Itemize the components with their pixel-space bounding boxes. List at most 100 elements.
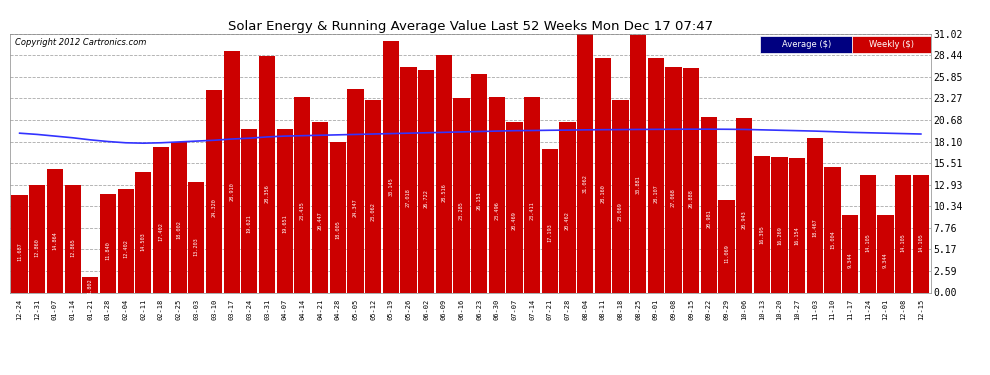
- Text: 30.881: 30.881: [636, 175, 641, 194]
- Bar: [736, 118, 752, 292]
- Bar: [330, 142, 346, 292]
- Bar: [64, 185, 81, 292]
- Text: 12.402: 12.402: [123, 240, 128, 258]
- Text: 14.105: 14.105: [919, 234, 924, 252]
- Text: 17.193: 17.193: [547, 223, 552, 242]
- Bar: [365, 100, 381, 292]
- Text: 28.910: 28.910: [229, 182, 235, 201]
- Bar: [613, 100, 629, 292]
- Text: 14.105: 14.105: [901, 234, 906, 252]
- Text: 24.320: 24.320: [212, 198, 217, 217]
- Text: 13.203: 13.203: [194, 237, 199, 256]
- Bar: [242, 129, 257, 292]
- Text: 11.840: 11.840: [106, 242, 111, 260]
- Bar: [524, 97, 541, 292]
- Text: 18.467: 18.467: [813, 218, 818, 237]
- Bar: [807, 138, 823, 292]
- Bar: [701, 117, 717, 292]
- FancyBboxPatch shape: [760, 36, 852, 53]
- Bar: [418, 70, 435, 292]
- Bar: [29, 185, 46, 292]
- Bar: [276, 129, 293, 292]
- Text: 20.469: 20.469: [512, 211, 517, 230]
- Text: 11.687: 11.687: [17, 242, 22, 261]
- Text: 17.402: 17.402: [158, 222, 163, 241]
- Text: 19.621: 19.621: [247, 214, 251, 233]
- Text: 30.145: 30.145: [388, 177, 393, 196]
- Text: 16.395: 16.395: [759, 226, 764, 245]
- Bar: [842, 214, 858, 292]
- Text: 23.411: 23.411: [530, 201, 535, 220]
- Bar: [100, 194, 116, 292]
- Text: 28.160: 28.160: [600, 184, 605, 203]
- Bar: [771, 157, 788, 292]
- Text: 26.888: 26.888: [689, 189, 694, 208]
- Text: Copyright 2012 Cartronics.com: Copyright 2012 Cartronics.com: [15, 38, 146, 46]
- Text: 23.435: 23.435: [300, 201, 305, 220]
- Bar: [559, 122, 575, 292]
- Bar: [665, 67, 681, 292]
- Text: 9.344: 9.344: [883, 252, 888, 268]
- Text: 9.344: 9.344: [847, 252, 852, 268]
- Bar: [82, 278, 98, 292]
- Text: 15.004: 15.004: [830, 231, 835, 249]
- Text: 11.069: 11.069: [724, 244, 729, 263]
- Bar: [118, 189, 134, 292]
- Bar: [224, 51, 240, 292]
- Text: 20.462: 20.462: [565, 211, 570, 230]
- Bar: [506, 122, 523, 292]
- Text: 16.154: 16.154: [795, 226, 800, 245]
- Bar: [294, 97, 311, 292]
- Bar: [913, 175, 929, 292]
- Text: 12.865: 12.865: [70, 238, 75, 257]
- Text: 26.151: 26.151: [476, 192, 481, 210]
- Bar: [595, 58, 611, 292]
- Text: Average ($): Average ($): [782, 40, 831, 49]
- Text: 28.107: 28.107: [653, 184, 658, 203]
- Text: 24.347: 24.347: [352, 198, 357, 217]
- Text: 31.062: 31.062: [583, 174, 588, 193]
- Text: 14.503: 14.503: [141, 232, 146, 251]
- Text: 20.943: 20.943: [742, 210, 746, 228]
- Text: 27.068: 27.068: [671, 188, 676, 207]
- Bar: [170, 142, 187, 292]
- Bar: [453, 98, 469, 292]
- Bar: [489, 96, 505, 292]
- Text: 14.864: 14.864: [52, 231, 57, 250]
- Bar: [188, 182, 205, 292]
- Bar: [206, 90, 222, 292]
- Bar: [400, 67, 417, 292]
- Text: 16.269: 16.269: [777, 226, 782, 245]
- Text: 23.285: 23.285: [459, 201, 464, 220]
- Text: 26.722: 26.722: [424, 189, 429, 208]
- Bar: [152, 147, 169, 292]
- Bar: [312, 122, 328, 292]
- Bar: [347, 89, 363, 292]
- Bar: [859, 175, 876, 292]
- Bar: [719, 200, 735, 292]
- Bar: [825, 167, 841, 292]
- Bar: [436, 55, 451, 292]
- Text: 23.069: 23.069: [618, 202, 623, 221]
- Text: 19.651: 19.651: [282, 214, 287, 233]
- Text: 28.516: 28.516: [442, 183, 446, 202]
- Bar: [136, 171, 151, 292]
- Bar: [753, 156, 770, 292]
- Text: 14.105: 14.105: [865, 234, 870, 252]
- Bar: [259, 56, 275, 292]
- Text: 18.005: 18.005: [336, 220, 341, 239]
- Bar: [47, 168, 63, 292]
- Text: 1.802: 1.802: [88, 278, 93, 294]
- Text: 27.018: 27.018: [406, 189, 411, 207]
- Title: Solar Energy & Running Average Value Last 52 Weeks Mon Dec 17 07:47: Solar Energy & Running Average Value Las…: [228, 20, 713, 33]
- Text: 28.356: 28.356: [264, 184, 269, 203]
- Bar: [630, 35, 646, 292]
- Text: 20.447: 20.447: [318, 211, 323, 230]
- Bar: [789, 158, 805, 292]
- Text: 12.860: 12.860: [35, 238, 40, 257]
- Bar: [683, 68, 699, 292]
- Text: 23.496: 23.496: [494, 201, 499, 219]
- Text: Weekly ($): Weekly ($): [869, 40, 914, 49]
- Text: 18.002: 18.002: [176, 220, 181, 239]
- Bar: [577, 33, 593, 292]
